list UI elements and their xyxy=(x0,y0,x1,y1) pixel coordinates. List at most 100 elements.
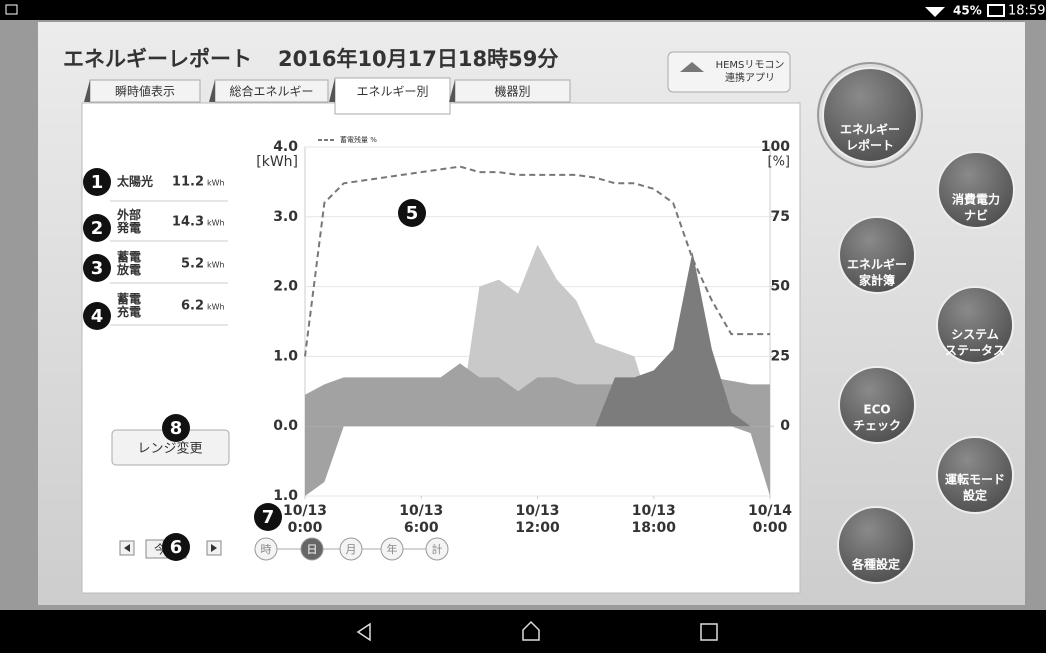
energy-area xyxy=(305,251,770,427)
reading-unit: kWh xyxy=(207,261,225,270)
y2-tick-label: 75 xyxy=(771,209,790,225)
menu-label: 設定 xyxy=(963,488,987,503)
menu-button[interactable] xyxy=(838,216,916,294)
period-button[interactable] xyxy=(425,537,449,561)
wifi-icon xyxy=(925,7,945,17)
reading-unit: kWh xyxy=(207,179,225,188)
hems-icon xyxy=(680,62,704,72)
tab-label: エネルギー別 xyxy=(356,85,428,99)
tab-edge xyxy=(449,80,455,102)
marker-number: 3 xyxy=(91,258,104,279)
x-tick-date: 10/13 xyxy=(283,503,327,519)
marker-number: 4 xyxy=(91,306,104,327)
marker-number: 2 xyxy=(91,218,104,239)
menu-label: ECO xyxy=(863,403,890,417)
tab[interactable] xyxy=(334,77,451,115)
home-button[interactable] xyxy=(522,620,540,641)
marker-badge xyxy=(398,199,426,227)
reading-name: 放電 xyxy=(116,262,141,277)
menu-label: 運転モード xyxy=(945,472,1005,487)
x-tick-date: 10/14 xyxy=(748,503,792,519)
x-tick-date: 10/13 xyxy=(515,503,559,519)
title: エネルギーレポート xyxy=(63,47,252,71)
y2-unit: [%] xyxy=(768,155,791,170)
menu-button[interactable] xyxy=(937,151,1015,229)
tab-edge xyxy=(84,80,90,102)
marker-number: 7 xyxy=(262,507,275,528)
y2-tick-label: 50 xyxy=(771,279,791,295)
period-button[interactable] xyxy=(300,537,324,561)
tab-label: 総合エネルギー xyxy=(229,84,313,99)
period-button[interactable] xyxy=(380,537,404,561)
y-tick-label: 1.0 xyxy=(273,348,298,364)
reading-unit: kWh xyxy=(207,219,225,228)
menu-label: エネルギー xyxy=(840,122,900,137)
reading-name: 蓄電 xyxy=(117,291,141,306)
tab-label: 瞬時値表示 xyxy=(115,84,175,99)
y2-tick-label: 100 xyxy=(761,139,790,155)
menu-label: 家計簿 xyxy=(859,273,895,288)
menu-button[interactable] xyxy=(838,366,916,444)
x-tick-time: 0:00 xyxy=(753,520,788,536)
marker-badge xyxy=(254,503,282,531)
menu-button[interactable] xyxy=(822,67,918,163)
recent-button[interactable] xyxy=(700,623,718,641)
reading-value: 14.3 xyxy=(172,215,204,230)
y-tick-label: 2.0 xyxy=(273,279,298,295)
reading-name: 発電 xyxy=(116,220,141,235)
period-button[interactable] xyxy=(254,537,278,561)
marker-badge xyxy=(83,168,111,196)
x-tick-time: 0:00 xyxy=(288,520,323,536)
marker-badge xyxy=(162,533,190,561)
menu-button[interactable] xyxy=(936,286,1014,364)
status-bar xyxy=(0,0,1046,20)
menu-label: エネルギー xyxy=(847,257,907,272)
menu-label: レポート xyxy=(846,138,894,153)
reading-name: 外部 xyxy=(117,207,141,222)
menu-label: システム xyxy=(951,328,999,342)
reading-name: 蓄電 xyxy=(117,249,141,264)
marker-badge xyxy=(83,254,111,282)
range-button-label: レンジ変更 xyxy=(137,441,202,457)
period-label: 月 xyxy=(346,543,357,556)
x-tick-time: 12:00 xyxy=(515,520,560,536)
reading-name: 太陽光 xyxy=(117,174,153,189)
menu-label: ナビ xyxy=(964,208,988,223)
x-tick-date: 10/13 xyxy=(399,503,443,519)
prev-icon xyxy=(124,544,130,552)
marker-number: 1 xyxy=(91,172,104,193)
hems-button[interactable] xyxy=(667,51,791,93)
reading-value: 6.2 xyxy=(181,299,204,314)
marker-number: 8 xyxy=(170,418,183,439)
x-tick-date: 10/13 xyxy=(632,503,676,519)
datetime: 2016年10月17日18時59分 xyxy=(278,47,558,71)
reading-value: 5.2 xyxy=(181,257,204,272)
menu-label: 各種設定 xyxy=(851,557,900,572)
menu-label: チェック xyxy=(853,419,901,433)
y-tick-label: 1.0 xyxy=(273,488,298,504)
hems-label: HEMSリモコン xyxy=(716,60,785,71)
menu-button[interactable] xyxy=(936,436,1014,514)
y-tick-label: 3.0 xyxy=(273,209,298,225)
menu-label: 消費電力 xyxy=(952,192,1000,207)
reading-name: 充電 xyxy=(117,304,141,319)
marker-badge xyxy=(83,302,111,330)
y-unit: [kWh] xyxy=(256,154,298,170)
battery-percent: 45% xyxy=(953,4,982,18)
back-button[interactable] xyxy=(356,622,371,642)
storage-line xyxy=(304,165,770,357)
next-icon xyxy=(211,544,217,552)
hems-label: 連携アプリ xyxy=(725,71,775,84)
y-tick-label: 0.0 xyxy=(273,418,298,434)
tab-label: 機器別 xyxy=(494,84,530,99)
clock: 18:59 xyxy=(1008,4,1045,19)
notification-icon xyxy=(5,4,18,15)
period-button[interactable] xyxy=(339,537,363,561)
menu-label: ステータス xyxy=(945,344,1005,358)
y2-tick-label: 0 xyxy=(780,418,790,434)
y2-tick-label: 25 xyxy=(771,348,790,364)
battery-icon xyxy=(987,4,1005,17)
menu-button[interactable] xyxy=(837,506,915,584)
marker-number: 5 xyxy=(406,203,419,224)
